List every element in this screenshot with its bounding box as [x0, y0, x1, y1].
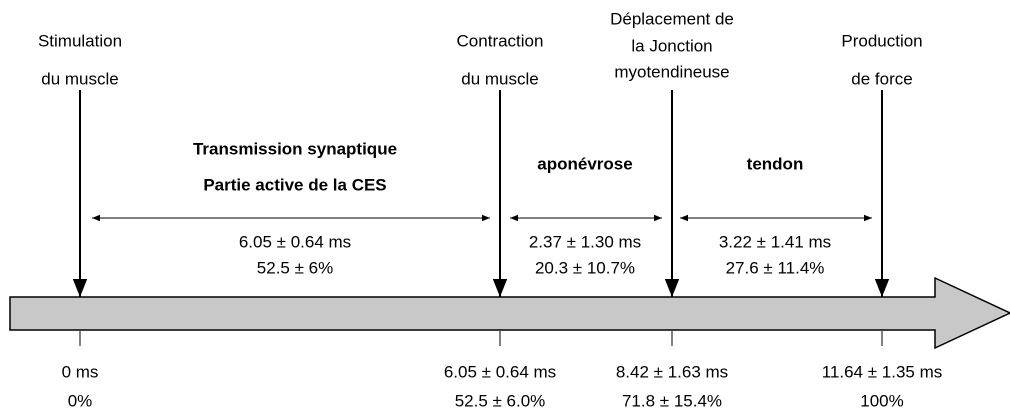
segment-percent: 20.3 ± 10.7% [535, 258, 635, 277]
segment-duration: 6.05 ± 0.64 ms [239, 232, 351, 251]
event-percent: 52.5 ± 6.0% [455, 391, 546, 410]
event-time: 0 ms [62, 362, 99, 381]
event-label: de force [851, 69, 912, 88]
segment-title: Partie active de la CES [203, 175, 386, 194]
timeline-arrow [9, 276, 1010, 350]
segment-percent: 52.5 ± 6% [257, 258, 333, 277]
event-label: Contraction [457, 31, 544, 50]
segment-duration: 3.22 ± 1.41 ms [719, 232, 831, 251]
event-time: 8.42 ± 1.63 ms [616, 362, 728, 381]
segment-duration: 2.37 ± 1.30 ms [529, 232, 641, 251]
event-percent: 71.8 ± 15.4% [622, 391, 722, 410]
segment-title: tendon [747, 154, 804, 173]
event-label: la Jonction [631, 36, 712, 55]
event-label: Stimulation [38, 31, 122, 50]
event-label: du muscle [461, 69, 538, 88]
segment-title: Transmission synaptique [193, 139, 397, 158]
segment-percent: 27.6 ± 11.4% [726, 258, 825, 277]
segment-title: aponévrose [537, 154, 632, 173]
event-label: Production [841, 31, 922, 50]
event-time: 11.64 ± 1.35 ms [822, 362, 943, 381]
event-percent: 0% [68, 391, 93, 410]
event-label: du muscle [41, 69, 118, 88]
event-time: 6.05 ± 0.64 ms [444, 362, 556, 381]
event-percent: 100% [860, 391, 903, 410]
event-label: myotendineuse [614, 62, 729, 81]
event-label: Déplacement de [610, 9, 734, 28]
